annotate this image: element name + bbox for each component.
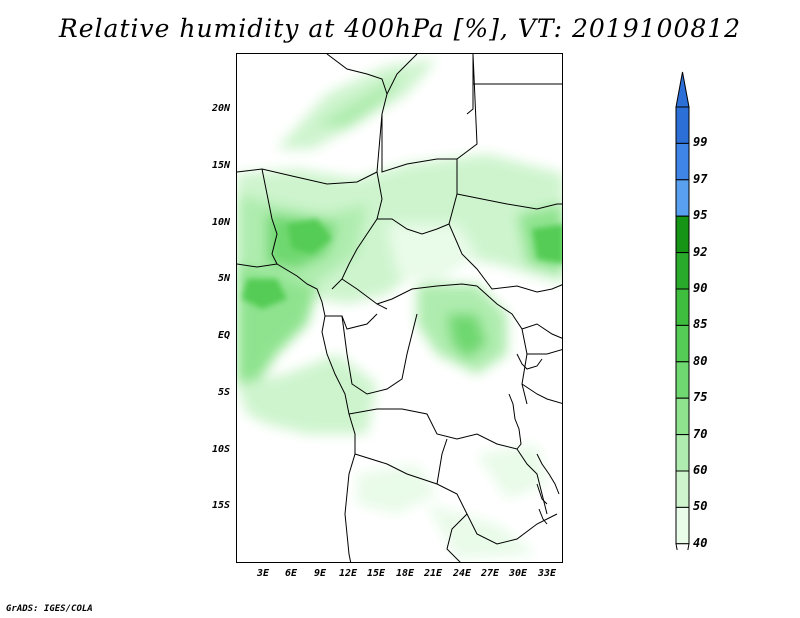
lon-label: 9E [313, 568, 327, 579]
colorbar-box [675, 470, 690, 508]
lat-label: 10N [211, 217, 230, 228]
colorbar-box [675, 215, 690, 254]
lat-label: EQ [217, 330, 230, 341]
country-borders [237, 54, 562, 562]
colorbar-label: 60 [693, 463, 708, 477]
lon-label: 27E [480, 568, 500, 579]
colorbar-label: 75 [693, 390, 708, 405]
lat-label: 5N [217, 273, 230, 284]
colorbar [675, 71, 690, 550]
colorbar-label: 80 [693, 353, 708, 368]
lon-label: 18E [395, 568, 415, 579]
lat-label: 15S [211, 500, 230, 511]
colorbar-box [675, 106, 690, 144]
lat-label: 15N [211, 160, 230, 171]
colorbar-box [675, 324, 690, 363]
map-panel [236, 53, 563, 563]
colorbar-bottom-triangle [675, 543, 690, 550]
colorbar-top-triangle [675, 71, 690, 108]
colorbar-label: 40 [693, 535, 708, 550]
colorbar-box [675, 397, 690, 436]
lon-label: 12E [338, 568, 358, 579]
humidity-map [237, 54, 562, 562]
lon-label: 24E [452, 568, 472, 579]
colorbar-box [675, 434, 690, 472]
colorbar-label: 97 [693, 171, 708, 186]
lon-label: 33E [537, 568, 557, 579]
colorbar-label: 90 [693, 281, 708, 295]
colorbar-label: 92 [693, 244, 708, 259]
humidity-shading [237, 59, 562, 559]
chart-title: Relative humidity at 400hPa [%], VT: 201… [58, 14, 742, 43]
lat-label: 20N [211, 103, 230, 114]
lon-label: 3E [256, 568, 270, 579]
colorbar-box [675, 361, 690, 399]
lon-label: 30E [508, 568, 528, 579]
lon-label: 15E [366, 568, 386, 579]
colorbar-label: 95 [693, 208, 708, 223]
colorbar-label: 70 [693, 426, 708, 441]
lon-label: 21E [423, 568, 443, 579]
colorbar-label: 85 [693, 317, 708, 332]
colorbar-box [675, 288, 690, 326]
lat-label: 10S [211, 444, 230, 455]
colorbar-box [675, 179, 690, 217]
credit-label: GrADS: IGES/COLA [6, 604, 93, 614]
colorbar-label: 99 [693, 135, 708, 150]
lat-label: 5S [217, 387, 230, 398]
colorbar-box [675, 142, 690, 181]
lon-label: 6E [284, 568, 298, 579]
colorbar-box [675, 252, 690, 290]
colorbar-box [675, 506, 690, 545]
colorbar-label: 50 [693, 499, 708, 514]
